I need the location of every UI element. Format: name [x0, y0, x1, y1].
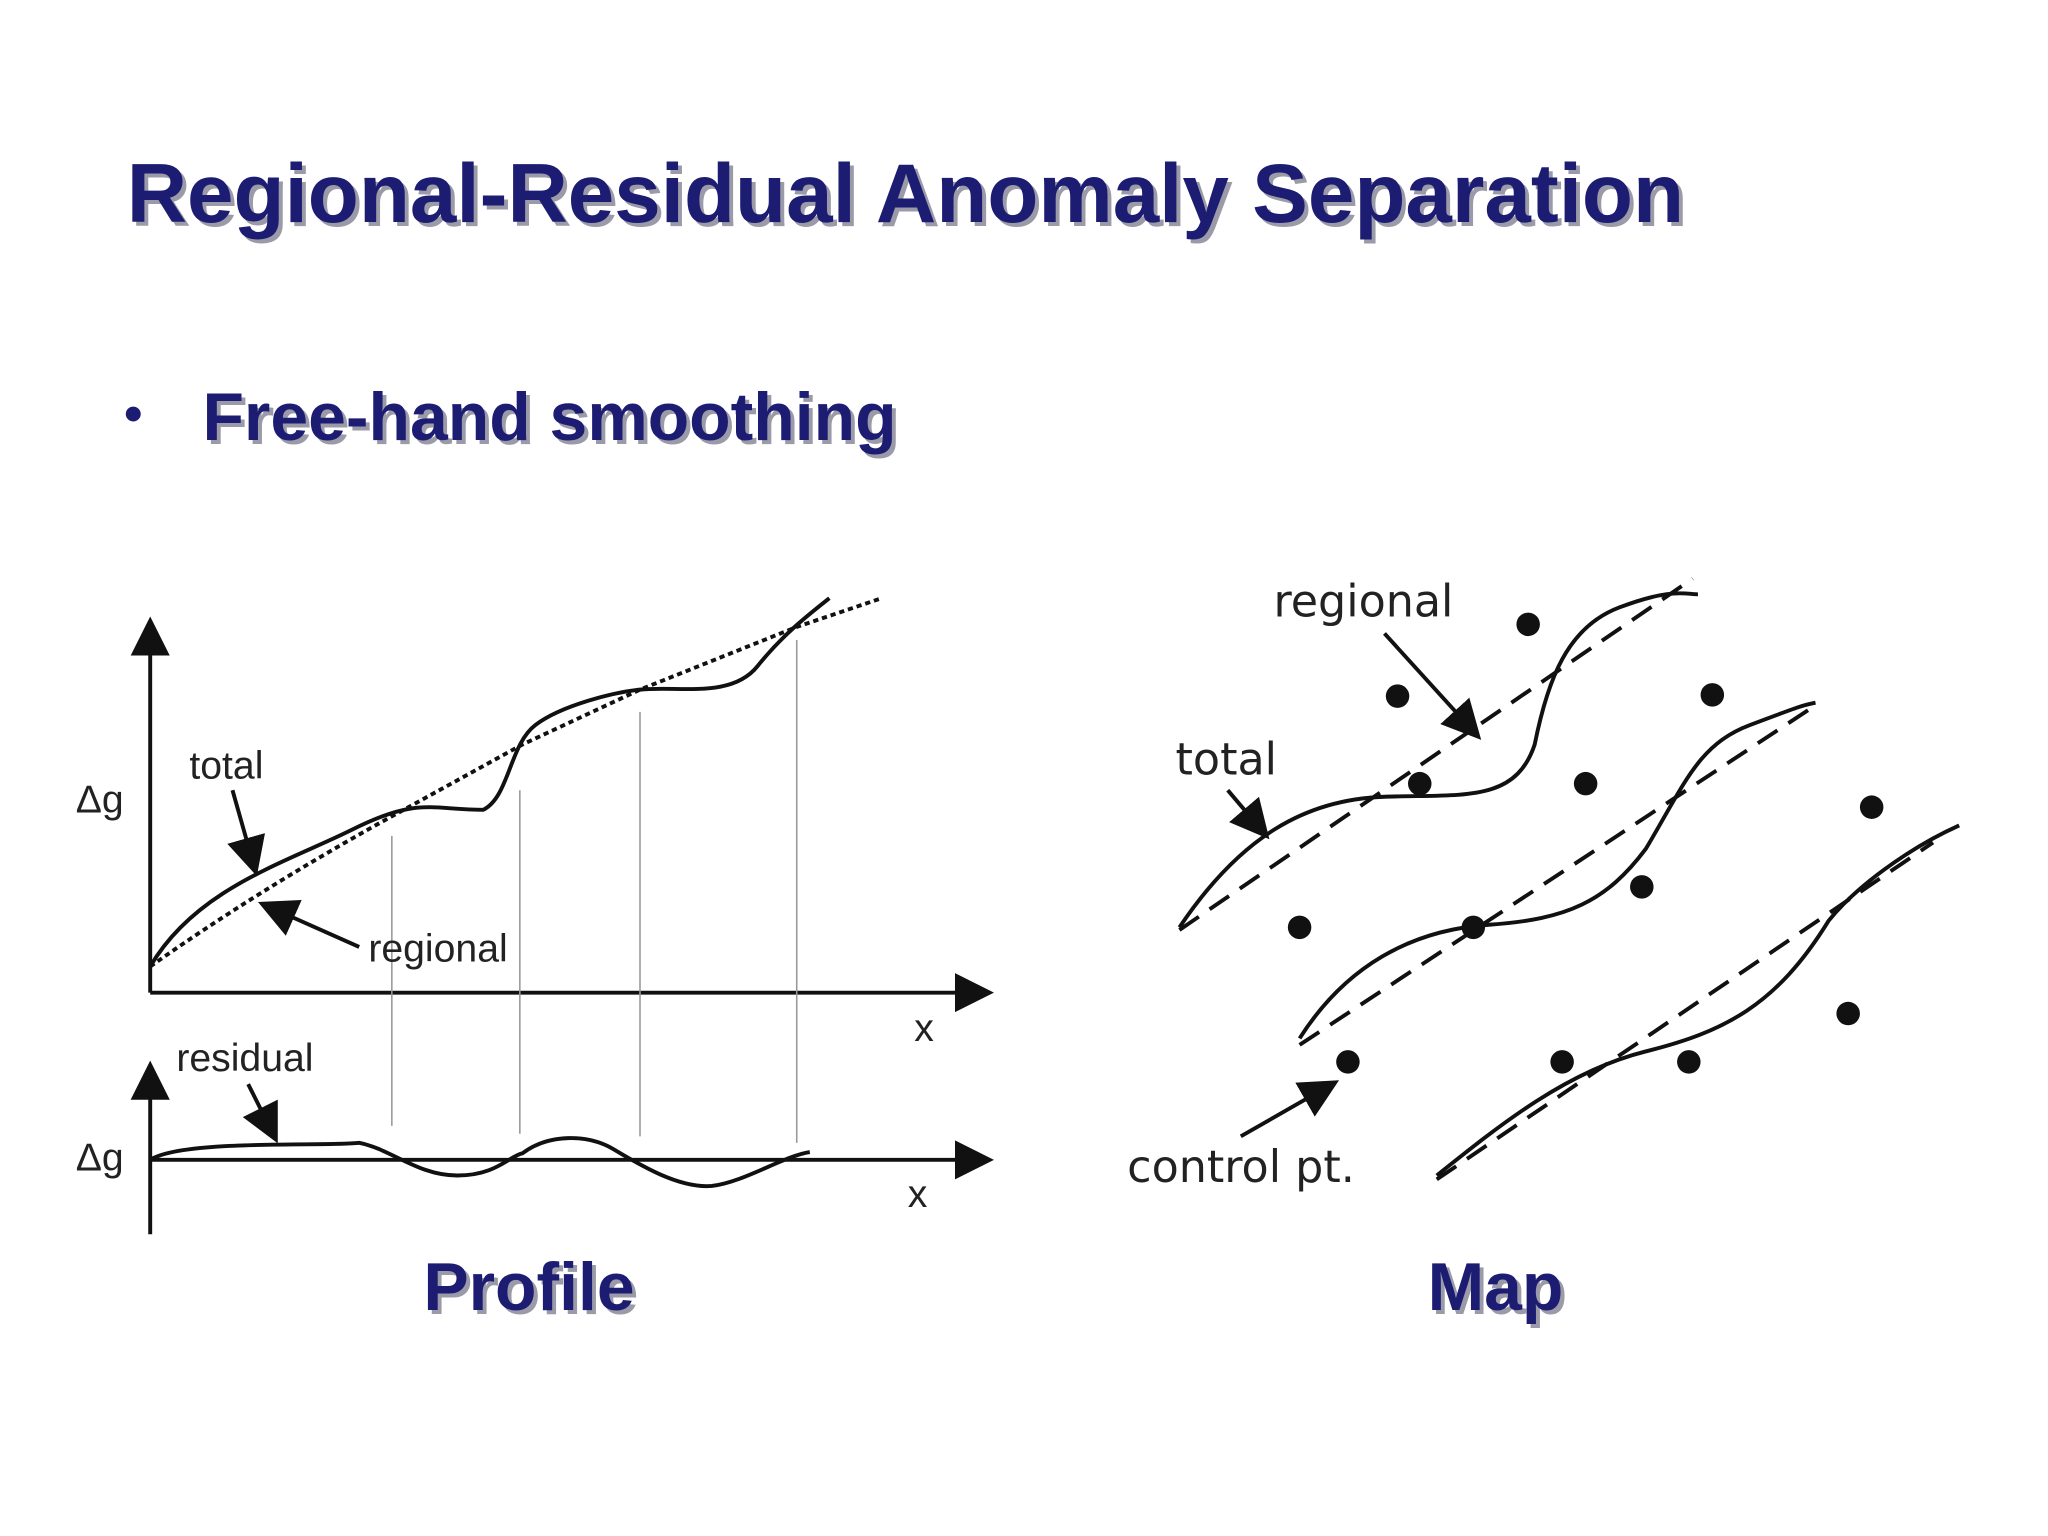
control-points [1287, 612, 1884, 1074]
total-curve [148, 596, 831, 968]
arrow [242, 1083, 278, 1144]
caption-shadow: Map [1432, 1254, 1568, 1329]
label: total [189, 744, 263, 787]
regional-line [1298, 703, 1817, 1047]
residual-curve [149, 1136, 811, 1189]
arrow [257, 899, 360, 949]
arrow [1239, 1080, 1340, 1139]
y-label: Δg [76, 1136, 124, 1179]
label: control pt. [1127, 1142, 1355, 1193]
arrow [1226, 788, 1270, 840]
caption-shadow: Profile [427, 1254, 638, 1329]
label: regional [368, 927, 507, 970]
bullet-text: Free-hand smoothing [202, 380, 896, 455]
label: residual [176, 1037, 313, 1080]
profile-diagram: Δg total regional x residual Δg x [76, 596, 994, 1235]
regional-curve [149, 596, 883, 969]
arrow [227, 789, 265, 877]
title-shadow: Regional-Residual Anomaly Separation [131, 150, 1688, 244]
bullet-dot: • [124, 385, 142, 443]
total-curve [1177, 591, 1699, 929]
caption: Map [1428, 1250, 1564, 1325]
arrow [1383, 632, 1482, 740]
x-label: x [914, 1007, 934, 1050]
x-label: x [908, 1173, 928, 1216]
regional-line [1435, 840, 1935, 1182]
total-curve [1297, 700, 1816, 1040]
label: regional [1273, 576, 1453, 627]
y-label: Δg [76, 778, 124, 821]
label: total [1176, 735, 1278, 786]
bullet-shadow: Free-hand smoothing [206, 384, 900, 459]
regional-line [1178, 576, 1694, 932]
map-diagram: regional total control pt. [1127, 576, 1960, 1193]
caption: Profile [423, 1250, 634, 1325]
slide-title: Regional-Residual Anomaly Separation [127, 146, 1684, 240]
total-curve [1435, 823, 1960, 1178]
